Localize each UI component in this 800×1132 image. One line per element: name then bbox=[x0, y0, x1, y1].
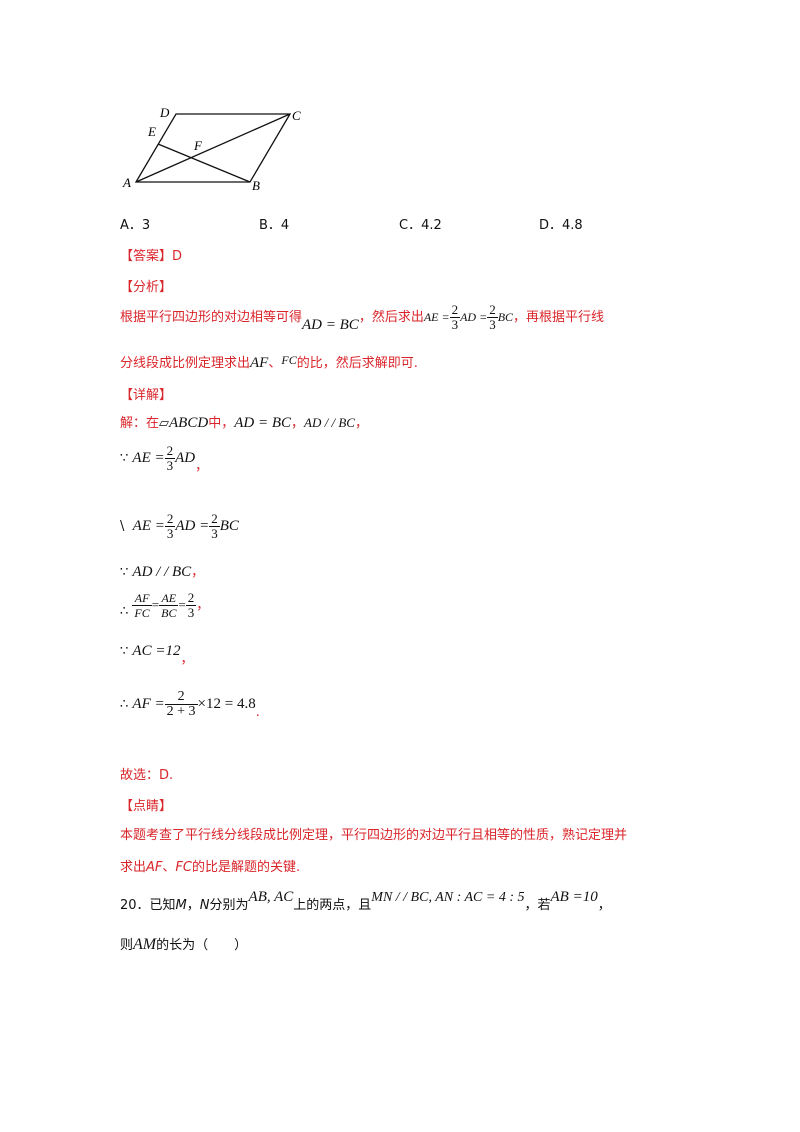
analysis-line-1: 根据平行四边形的对边相等可得AD = BC，然后求出AE = 2 3 AD = 2 3 BC… bbox=[120, 302, 605, 334]
comment-header: 【点睛】 bbox=[120, 799, 173, 814]
answer-value: D bbox=[172, 249, 183, 264]
detail-choice: 故选：D. bbox=[120, 768, 174, 783]
answer-line: 【答案】D bbox=[120, 245, 182, 264]
parallelogram-figure: D C E F A B bbox=[122, 105, 301, 193]
detail-header: 【详解】 bbox=[120, 388, 173, 403]
option-b: B．4 bbox=[259, 218, 290, 233]
eq-ad-bc: AD = BC bbox=[302, 317, 359, 333]
label-a: A bbox=[122, 175, 131, 190]
question-20-line-2: 则AM的长为（ ） bbox=[120, 936, 248, 953]
option-c: C．4.2 bbox=[399, 218, 442, 233]
label-f: F bbox=[193, 138, 203, 153]
label-e: E bbox=[147, 124, 156, 139]
answer-header: 【答案】 bbox=[120, 249, 173, 264]
detail-line-4: ∵ AD / / BC， bbox=[120, 564, 205, 580]
comment-line-1: 本题考查了平行线分线段成比例定理，平行四边形的对边平行且相等的性质，熟记定理并 bbox=[120, 828, 628, 843]
detail-line-3: \ AE = 2 3 AD = 2 3 BC bbox=[120, 511, 239, 541]
label-c: C bbox=[292, 108, 301, 123]
segment-eb bbox=[157, 143, 251, 183]
parallelogram-symbol: ▱ bbox=[159, 416, 170, 431]
detail-line-2: ∵ AE = 2 3 AD， bbox=[120, 443, 209, 475]
label-d: D bbox=[159, 105, 170, 120]
analysis-line-2: 分线段成比例定理求出AF、FC的比，然后求解即可. bbox=[120, 353, 418, 371]
diagonal-ac bbox=[135, 113, 291, 183]
detail-line-1: 解：在▱ABCD中，AD = BC，AD / / BC， bbox=[120, 415, 368, 431]
detail-line-7: ∴ AF = 2 2 + 3 ×12 = 4.8. bbox=[120, 689, 260, 721]
analysis-header: 【分析】 bbox=[120, 280, 173, 295]
label-b: B bbox=[252, 178, 260, 193]
comment-line-2: 求出AF、FC的比是解题的关键. bbox=[120, 860, 301, 875]
detail-line-5: ∴ AF FC = AE BC = 2 3， bbox=[120, 590, 210, 621]
question-20-line-1: 20．已知M，N分别为AB, AC上的两点，且MN / / BC, AN : A… bbox=[120, 889, 611, 913]
option-d: D．4.8 bbox=[539, 218, 583, 233]
detail-line-6: ∵ AC =12， bbox=[120, 643, 194, 667]
option-a: A．3 bbox=[120, 218, 151, 233]
